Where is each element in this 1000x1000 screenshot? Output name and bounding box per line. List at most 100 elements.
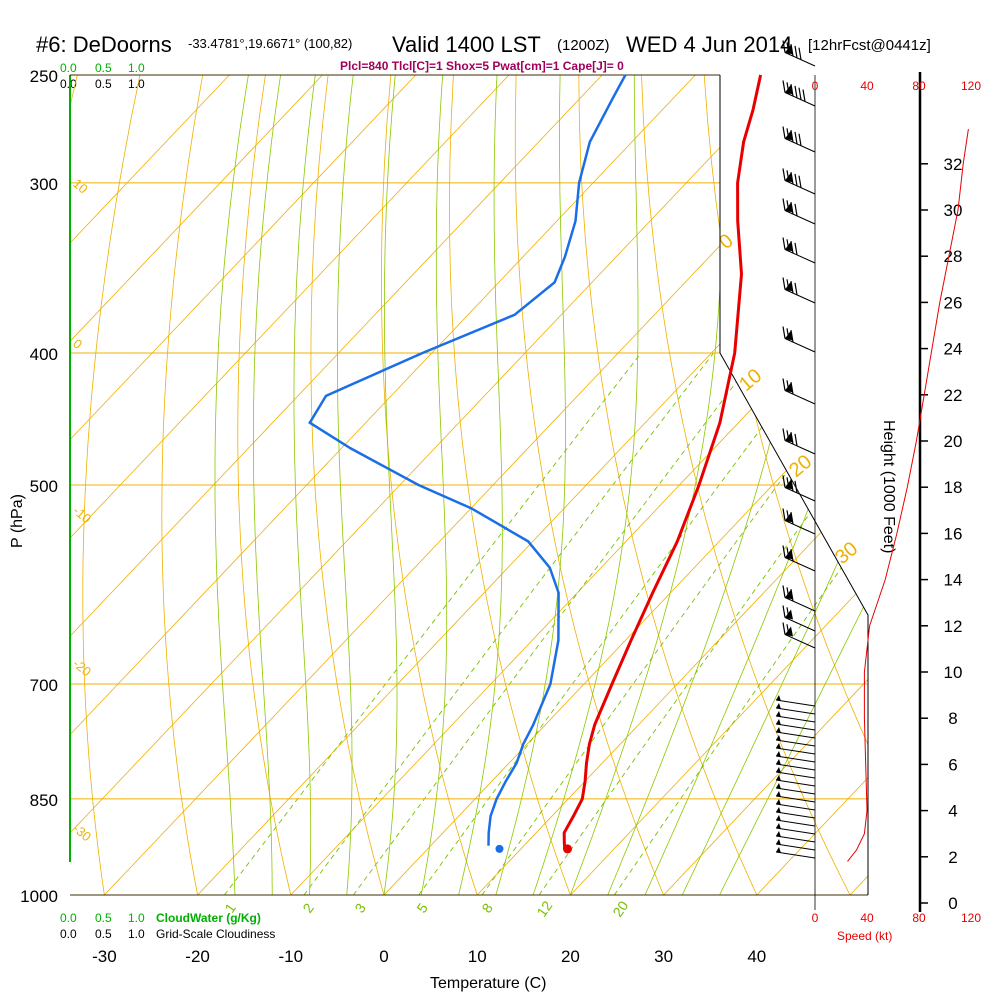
wind-barb (775, 847, 816, 859)
pressure-tick-label: 400 (30, 345, 58, 364)
cloudiness-tick: 0.5 (95, 927, 112, 941)
height-tick-label: 2 (948, 848, 957, 867)
wind-barb-flag (785, 172, 793, 183)
wind-barb-staff (784, 289, 816, 304)
wind-barb (775, 799, 816, 811)
moist-adiabat-label: 10 (735, 365, 766, 396)
wind-barb-flag (776, 759, 781, 765)
dry-adiabat-label: 10 (70, 176, 91, 197)
moist-adiabat-line (337, 75, 354, 895)
dry-adiabat-line (380, 75, 488, 895)
moist-adiabat-line (458, 75, 503, 895)
wind-barb-staff (775, 819, 816, 827)
wind-barb-flag (776, 847, 781, 853)
moist-adiabat-line (383, 75, 398, 895)
wind-barb (782, 378, 816, 405)
dry-adiabat-line (578, 75, 771, 895)
y-axis-label: P (hPa) (9, 494, 26, 548)
height-tick-label: 8 (948, 709, 957, 728)
mixing-ratio-label: 3 (351, 900, 369, 916)
wind-barb (782, 605, 816, 632)
temperature-tick-label: 20 (561, 947, 580, 966)
wind-barb-flag (776, 815, 781, 821)
cloudiness-tick: 1.0 (128, 77, 145, 91)
temperature-tick-label: -10 (279, 947, 304, 966)
height-tick-label: 12 (944, 617, 963, 636)
moist-adiabat-label: 0 (715, 230, 738, 254)
wind-barb (782, 622, 816, 649)
wind-barb (775, 783, 816, 795)
wind-barbs (775, 40, 816, 859)
wind-barb-staff (784, 338, 816, 353)
dry-adiabat-line (237, 75, 299, 895)
wind-barb-staff (775, 811, 816, 819)
wind-barb-tick (794, 480, 798, 493)
wind-barb (775, 703, 816, 715)
cloudwater-scale-bottom: 0.0 0.5 1.0 CloudWater (g/Kg) 0.0 0.5 1.… (60, 911, 275, 941)
moist-adiabat-line (495, 75, 566, 895)
moist-adiabat-line (214, 75, 249, 895)
wind-barb (775, 719, 816, 731)
mixing-ratio-label: 12 (533, 898, 555, 920)
wind-barb-staff (784, 180, 816, 195)
wind-barb-flag (776, 751, 781, 757)
station-title: #6: DeDoorns (36, 32, 172, 57)
wind-barb (782, 168, 816, 195)
dry-adiabat-label: -20 (70, 656, 94, 680)
wind-barb-tick (794, 45, 798, 58)
height-tick-label: 0 (948, 894, 957, 913)
pressure-tick-label: 850 (30, 791, 58, 810)
isobars (70, 74, 868, 896)
height-tick-label: 14 (944, 571, 963, 590)
moist-adiabats (214, 75, 868, 895)
wind-barb-staff (775, 803, 816, 811)
wind-barb-flag (776, 711, 781, 717)
moist-adiabat-line (570, 75, 723, 895)
moist-adiabat-line (420, 75, 448, 895)
wind-barb (782, 237, 816, 264)
wind-barb-flag (785, 479, 793, 490)
wind-barb-flag (776, 767, 781, 773)
wind-barb-staff (775, 771, 816, 779)
moist-adiabat-label: 30 (831, 538, 862, 569)
wind-barb-staff (775, 787, 816, 795)
wind-barb-staff (775, 851, 816, 859)
wind-barb-flag (776, 743, 781, 749)
wind-barb-flag (776, 791, 781, 797)
moist-adiabat-line (719, 75, 868, 895)
dry-adiabat-line (449, 75, 582, 895)
isotherm-line (849, 75, 868, 895)
wind-barb-staff (775, 763, 816, 771)
wind-barb-flag (776, 807, 781, 813)
wind-barb (782, 40, 816, 67)
dry-adiabat-label: -10 (70, 503, 94, 527)
cloudwater-tick: 1.0 (128, 911, 145, 925)
wind-barb (775, 711, 816, 723)
speed-tick-label: 80 (912, 79, 926, 93)
cloudwater-label: CloudWater (g/Kg) (156, 911, 261, 925)
wind-barb-flag (785, 626, 793, 637)
height-tick-label: 24 (944, 340, 963, 359)
speed-tick-label: 120 (961, 911, 981, 925)
wind-barb (782, 545, 816, 572)
wind-barb-flag (785, 84, 793, 95)
wind-barb-staff (784, 92, 816, 107)
wind-barb (782, 585, 816, 612)
height-tick-label: 18 (944, 478, 963, 497)
wind-barb (775, 791, 816, 803)
temperature-tick-label: -20 (185, 947, 210, 966)
wind-barb-staff (775, 747, 816, 755)
temperature-axis: -30 -20 -10 0 10 20 30 40 (92, 947, 766, 966)
wind-barb-tick (782, 126, 786, 139)
wind-barb-staff (775, 723, 816, 731)
wind-barb-flag (776, 719, 781, 725)
dry-adiabat-line (310, 75, 393, 895)
wind-barb-flag (776, 799, 781, 805)
pressure-tick-label: 1000 (20, 887, 58, 906)
dry-adiabat-label: 0 (70, 336, 85, 352)
moist-adiabat-line (293, 75, 316, 895)
wind-barb-staff (775, 731, 816, 739)
mixing-ratio-line (224, 352, 642, 895)
wind-barb (775, 815, 816, 827)
cloudwater-tick: 1.0 (128, 61, 145, 75)
